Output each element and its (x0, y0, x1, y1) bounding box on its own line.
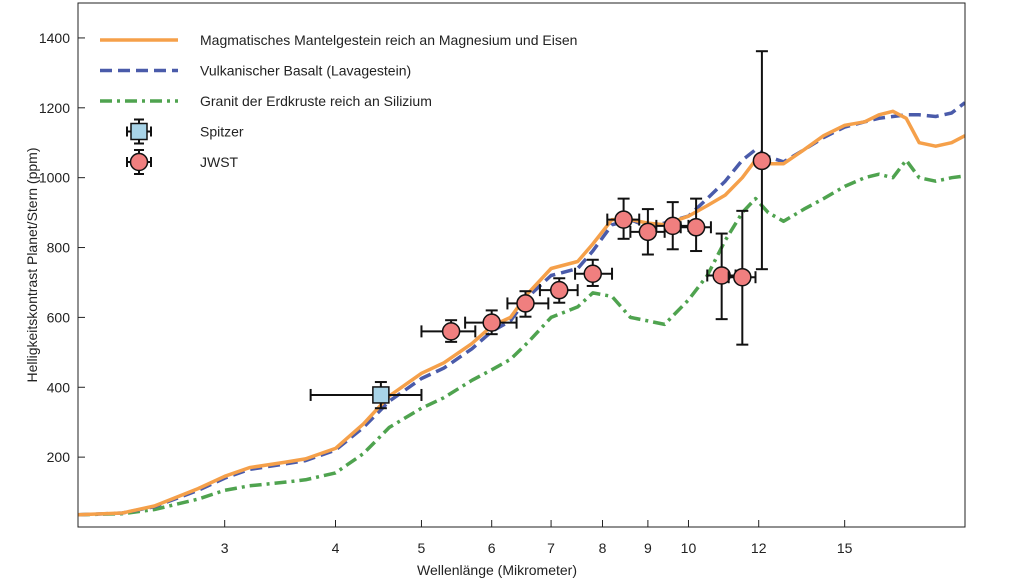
legend-label: Magmatisches Mantelgestein reich an Magn… (200, 32, 577, 48)
x-tick-label: 5 (418, 540, 426, 556)
x-axis-label: Wellenlänge (Mikrometer) (417, 562, 577, 578)
legend-swatch (130, 122, 148, 141)
jwst-point-10 (706, 232, 737, 321)
legend: Magmatisches Mantelgestein reich an Magn… (100, 32, 577, 175)
y-tick-label: 600 (47, 309, 71, 325)
jwst-point-9 (679, 197, 712, 253)
jwst-point-6 (606, 197, 641, 240)
legend-label: JWST (200, 154, 239, 170)
x-tick-label: 6 (488, 540, 496, 556)
legend-swatch (129, 152, 149, 172)
y-tick-label: 400 (47, 379, 71, 395)
jwst-point-5 (574, 258, 614, 287)
x-tick-label: 4 (332, 540, 340, 556)
y-tick-label: 1000 (39, 170, 70, 186)
jwst-point-12 (752, 50, 772, 271)
jwst-point-2 (464, 309, 518, 336)
jwst-point-3 (506, 290, 550, 318)
jwst-point-1 (420, 319, 477, 343)
legend-label: Vulkanischer Basalt (Lavagestein) (200, 63, 411, 79)
jwst-point-7 (629, 208, 666, 256)
legend-entry-2: Vulkanischer Basalt (Lavagestein) (100, 63, 411, 79)
legend-entry-1: Magmatisches Mantelgestein reich an Magn… (100, 32, 577, 48)
legend-label: Granit der Erdkruste reich an Silizium (200, 93, 432, 109)
spitzer-point-1 (309, 381, 423, 410)
x-tick-label: 10 (681, 540, 697, 556)
legend-entry-4: Spitzer (126, 118, 244, 145)
y-axis-ticks: 200 400 600 800 1000 1200 1400 (39, 30, 85, 465)
x-tick-label: 12 (751, 540, 767, 556)
x-tick-label: 8 (599, 540, 607, 556)
observations-layer (309, 50, 772, 410)
y-axis-label: Helligkeitskontrast Planet/Stern (ppm) (24, 148, 40, 383)
jwst-point-11 (727, 209, 757, 346)
x-tick-label: 7 (547, 540, 555, 556)
legend-entry-3: Granit der Erdkruste reich an Silizium (100, 93, 432, 109)
y-tick-label: 1200 (39, 100, 70, 116)
jwst-point-4 (538, 277, 579, 304)
x-tick-label: 3 (221, 540, 229, 556)
x-tick-label: 9 (644, 540, 652, 556)
y-tick-label: 1400 (39, 30, 70, 46)
series-line-3 (78, 158, 965, 517)
series-line-1 (78, 109, 965, 517)
jwst-point-8 (655, 201, 690, 251)
x-tick-label: 15 (837, 540, 853, 556)
legend-entry-5: JWST (126, 149, 239, 175)
legend-label: Spitzer (200, 124, 244, 140)
x-axis-ticks: 3 4 5 6 7 8 9 10 12 15 (221, 520, 853, 556)
plot-frame (77, 2, 966, 528)
y-tick-label: 800 (47, 240, 71, 256)
y-tick-label: 200 (47, 449, 71, 465)
